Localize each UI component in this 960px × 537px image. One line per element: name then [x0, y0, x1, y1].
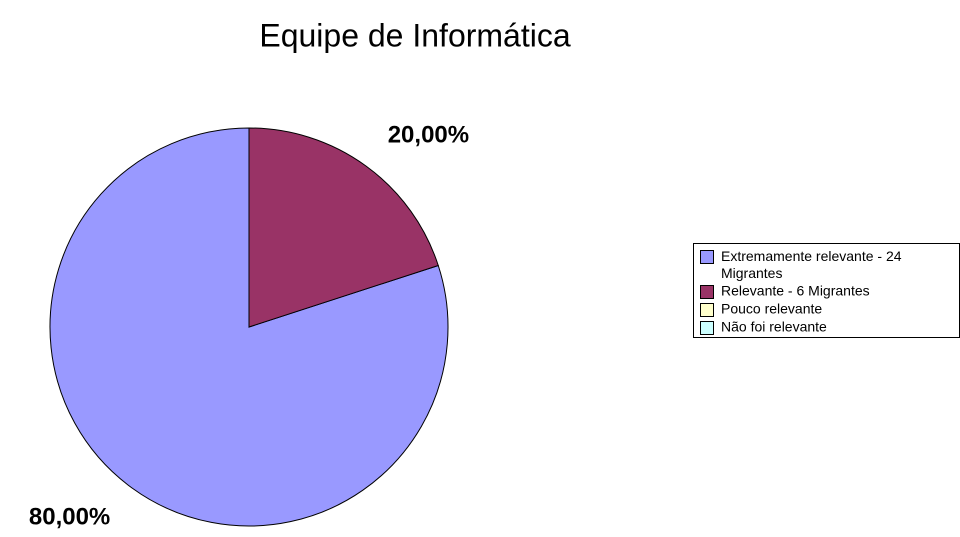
legend-label: Não foi relevante	[721, 319, 827, 335]
chart-title: Equipe de Informática	[259, 17, 571, 53]
legend-box	[693, 243, 960, 338]
legend-label: Relevante - 6 Migrantes	[721, 283, 870, 299]
legend-swatch	[700, 285, 714, 299]
legend-swatch	[700, 250, 714, 264]
legend-swatch	[700, 303, 714, 317]
value-label: 20,00%	[388, 121, 469, 148]
legend-label: Extremamente relevante - 24 Migrantes	[721, 248, 902, 281]
value-label: 80,00%	[29, 503, 110, 530]
pie-slice	[248, 127, 439, 328]
legend-label: Pouco relevante	[721, 301, 822, 317]
legend-swatch	[700, 321, 714, 335]
